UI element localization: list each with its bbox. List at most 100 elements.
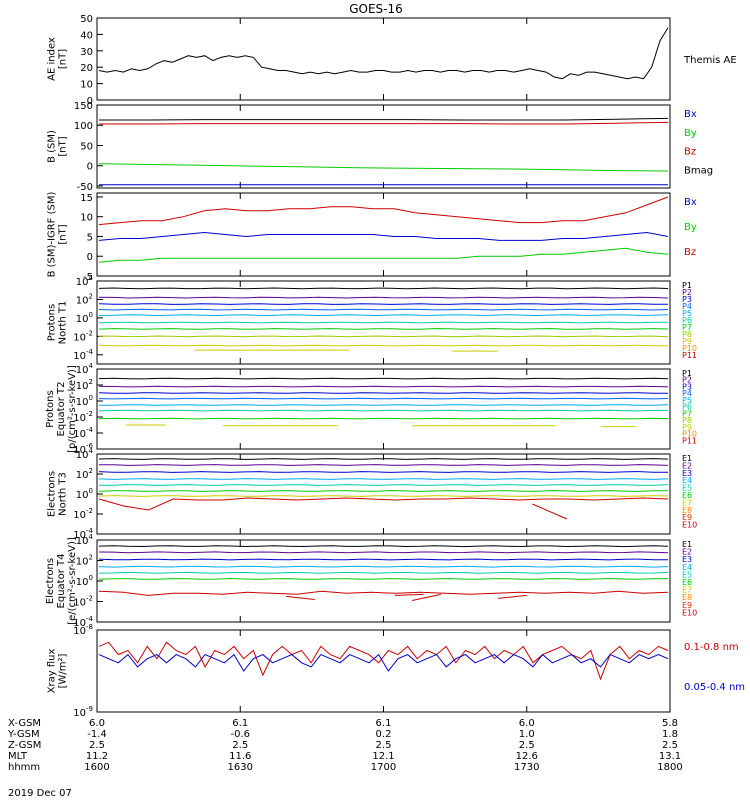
ephemeris-value: -1.4 bbox=[87, 729, 107, 740]
legend-item: E6 bbox=[682, 491, 692, 500]
channel-line bbox=[98, 484, 669, 486]
y-tick-label: 102 bbox=[76, 378, 93, 392]
panel-ee: 10-4 10-2 100 102 104 Electrons Equator T4 [e/(… bbox=[45, 533, 697, 629]
panel-frame bbox=[96, 104, 671, 189]
channel-line bbox=[98, 558, 669, 561]
series-bmag bbox=[99, 117, 669, 121]
channel-line bbox=[98, 344, 669, 347]
ephemeris-value: 6.0 bbox=[89, 718, 105, 729]
legend-item: P4 bbox=[682, 302, 692, 311]
series-bz bbox=[99, 121, 669, 125]
channel-line bbox=[98, 464, 669, 466]
channel-segment bbox=[412, 593, 441, 601]
legend-item: 0.05-0.4 nm bbox=[684, 682, 745, 693]
legend-item: E7 bbox=[682, 586, 692, 595]
legend-item: P11 bbox=[682, 351, 697, 360]
y-tick-label: 10 bbox=[80, 80, 93, 91]
channel-segment bbox=[286, 595, 315, 600]
y-tick-label: 50 bbox=[80, 14, 93, 25]
panel-pe: 10-6 10-4 10-2 100 102 104 Protons Equator T2 [p… bbox=[45, 362, 697, 456]
channel-line bbox=[98, 303, 668, 305]
y-axis-label: Equator T4 bbox=[56, 554, 67, 609]
ephemeris-value: 1800 bbox=[657, 762, 682, 773]
legend-item: P9 bbox=[682, 423, 692, 432]
channel-line bbox=[98, 478, 669, 480]
y-tick-label: -5 bbox=[83, 272, 93, 283]
channel-line bbox=[98, 392, 668, 394]
y-tick-label: 150 bbox=[74, 101, 93, 112]
y-axis-label: North T3 bbox=[58, 472, 69, 516]
channel-segment bbox=[394, 593, 424, 596]
legend-item: E1 bbox=[682, 454, 692, 463]
y-tick-label: 10-4 bbox=[73, 426, 93, 440]
channel-segment bbox=[532, 503, 568, 520]
ephemeris-value: 11.2 bbox=[86, 751, 108, 762]
channel-line bbox=[98, 385, 669, 388]
legend-item: E9 bbox=[682, 601, 692, 610]
series-0-05-0-4-nm bbox=[98, 653, 669, 672]
channel-line bbox=[98, 308, 669, 311]
channel-line bbox=[98, 409, 669, 412]
legend-item: P3 bbox=[682, 382, 692, 391]
legend-item: Bz bbox=[684, 147, 696, 158]
ephemeris-label: X-GSM bbox=[8, 718, 41, 729]
channel-line bbox=[98, 458, 669, 460]
legend-item: E4 bbox=[682, 563, 692, 572]
y-axis-label: Equator T2 bbox=[56, 382, 67, 437]
ephemeris-value: -0.6 bbox=[230, 729, 250, 740]
y-tick-label: 10-4 bbox=[73, 615, 93, 629]
legend-item: P8 bbox=[682, 330, 692, 339]
channel-line bbox=[98, 571, 669, 574]
legend-item: E2 bbox=[682, 461, 692, 470]
panel-frame bbox=[96, 368, 671, 450]
ephemeris-label: Z-GSM bbox=[8, 740, 41, 751]
ephemeris-value: 1700 bbox=[371, 762, 396, 773]
legend-item: Themis AE bbox=[683, 55, 737, 66]
legend-item: By bbox=[684, 222, 697, 233]
ephemeris-value: 2.5 bbox=[232, 740, 248, 751]
legend-item: E6 bbox=[682, 578, 692, 587]
y-tick-label: 100 bbox=[76, 574, 93, 588]
ephemeris-value: 6.1 bbox=[376, 718, 392, 729]
legend-item: E8 bbox=[682, 506, 692, 515]
panel-en: 10-4 10-2 100 102 104 Electrons North T3 E1E2E3… bbox=[47, 447, 698, 541]
panel-frame bbox=[96, 17, 671, 101]
channel-line bbox=[98, 565, 669, 568]
y-axis-label: Protons bbox=[45, 390, 56, 427]
series-by bbox=[98, 163, 669, 172]
y-tick-label: 104 bbox=[76, 533, 94, 547]
channel-line bbox=[98, 590, 669, 596]
y-tick-label: 100 bbox=[76, 394, 93, 408]
y-tick-label: 100 bbox=[76, 487, 93, 501]
channel-line bbox=[98, 287, 669, 290]
legend-item: Bmag bbox=[684, 165, 713, 176]
legend-item: P6 bbox=[682, 316, 692, 325]
y-axis-label: [nT] bbox=[58, 224, 69, 244]
channel-line bbox=[98, 490, 669, 492]
legend-item: P2 bbox=[682, 376, 692, 385]
y-tick-label: 10-2 bbox=[73, 595, 93, 609]
y-tick-label: 10-8 bbox=[73, 623, 93, 637]
series-themis-ae bbox=[98, 27, 669, 80]
panel-bsm: -50 0 50 100 150 B (SM) [nT] Bx By Bz Bmag bbox=[47, 101, 714, 193]
legend-item: 0.1-0.8 nm bbox=[684, 642, 739, 653]
channel-segment bbox=[498, 594, 527, 599]
y-axis-label: [nT] bbox=[58, 49, 69, 69]
y-tick-label: 10 bbox=[80, 213, 93, 224]
figure-title: GOES-16 bbox=[349, 2, 403, 16]
legend-item: E8 bbox=[682, 593, 692, 602]
y-tick-label: 100 bbox=[74, 121, 93, 132]
y-tick-label: 102 bbox=[76, 554, 93, 568]
ephemeris-value: 11.6 bbox=[229, 751, 251, 762]
legend-item: E5 bbox=[682, 570, 692, 579]
y-tick-label: 102 bbox=[76, 292, 93, 306]
ephemeris-value: 2.5 bbox=[89, 740, 105, 751]
ephemeris-value: 1730 bbox=[514, 762, 539, 773]
ephemeris-value: 6.0 bbox=[519, 718, 535, 729]
y-tick-label: 10-2 bbox=[73, 329, 93, 343]
legend-item: P6 bbox=[682, 403, 692, 412]
legend-item: Bz bbox=[684, 247, 696, 258]
channel-line bbox=[99, 404, 669, 406]
y-tick-label: 30 bbox=[80, 47, 93, 58]
